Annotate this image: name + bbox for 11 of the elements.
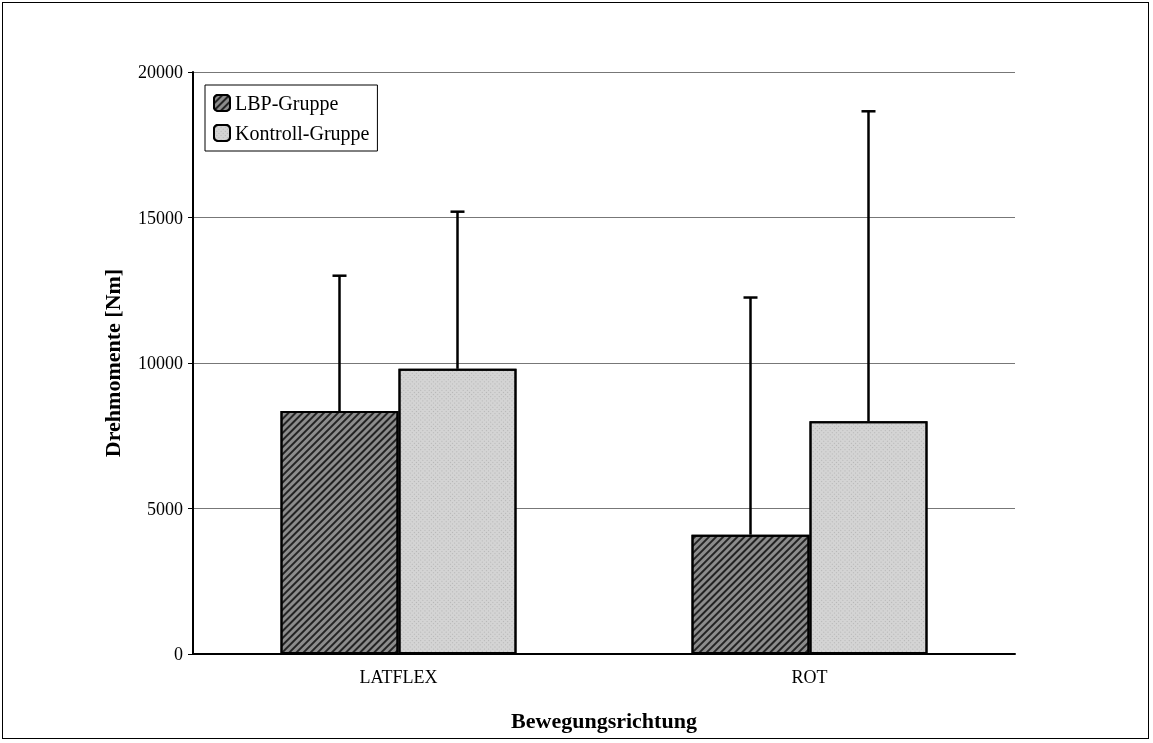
legend-label: Kontroll-Gruppe — [235, 122, 370, 145]
y-tick-label: 20000 — [138, 62, 183, 82]
legend-label: LBP-Gruppe — [235, 92, 339, 115]
y-tick-label: 10000 — [138, 353, 183, 373]
y-tick-label: 0 — [174, 644, 183, 664]
y-tick-label: 5000 — [147, 498, 183, 519]
x-tick-label: ROT — [791, 667, 828, 687]
x-tick-label: LATFLEX — [359, 667, 438, 687]
x-axis-title: Bewegungsrichtung — [511, 707, 697, 733]
y-axis-title: Drehmomente [Nm] — [99, 268, 125, 458]
y-tick-label: 15000 — [138, 207, 183, 228]
